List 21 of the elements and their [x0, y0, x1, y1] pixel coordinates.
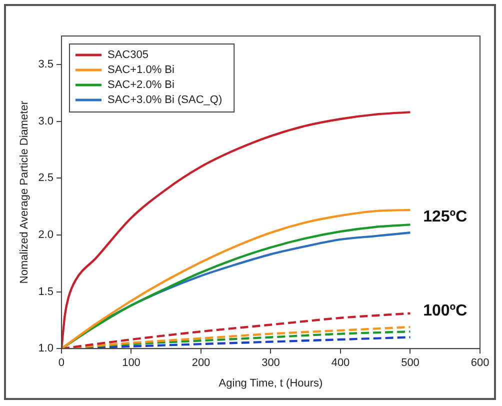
x-tick-label: 300	[262, 357, 280, 370]
y-tick-label: 1.5	[38, 286, 54, 298]
y-axis-title: Nomalized Average Particle Diameter	[18, 100, 31, 284]
annotation: 125ºC	[423, 208, 468, 226]
annotation: 100ºC	[423, 302, 468, 320]
y-tick-label: 3.5	[38, 58, 54, 70]
legend-label: SAC+3.0% Bi (SAC_Q)	[107, 94, 222, 106]
x-tick-label: 100	[122, 357, 140, 370]
legend-label: SAC+1.0% Bi	[107, 64, 174, 76]
y-tick-label: 3.0	[38, 115, 54, 128]
legend-label: SAC305	[107, 49, 148, 62]
x-axis-title: Aging Time, t (Hours)	[218, 377, 323, 390]
x-tick-label: 600	[470, 357, 490, 370]
y-tick-label: 2.0	[38, 228, 54, 241]
x-tick-label: 0	[58, 357, 65, 370]
x-tick-label: 500	[401, 357, 420, 370]
x-tick-label: 200	[192, 357, 210, 370]
x-tick-label: 400	[331, 357, 350, 370]
y-tick-label: 2.5	[38, 172, 54, 184]
legend-label: SAC+2.0% Bi	[107, 79, 174, 92]
y-tick-label: 1.0	[38, 342, 54, 355]
